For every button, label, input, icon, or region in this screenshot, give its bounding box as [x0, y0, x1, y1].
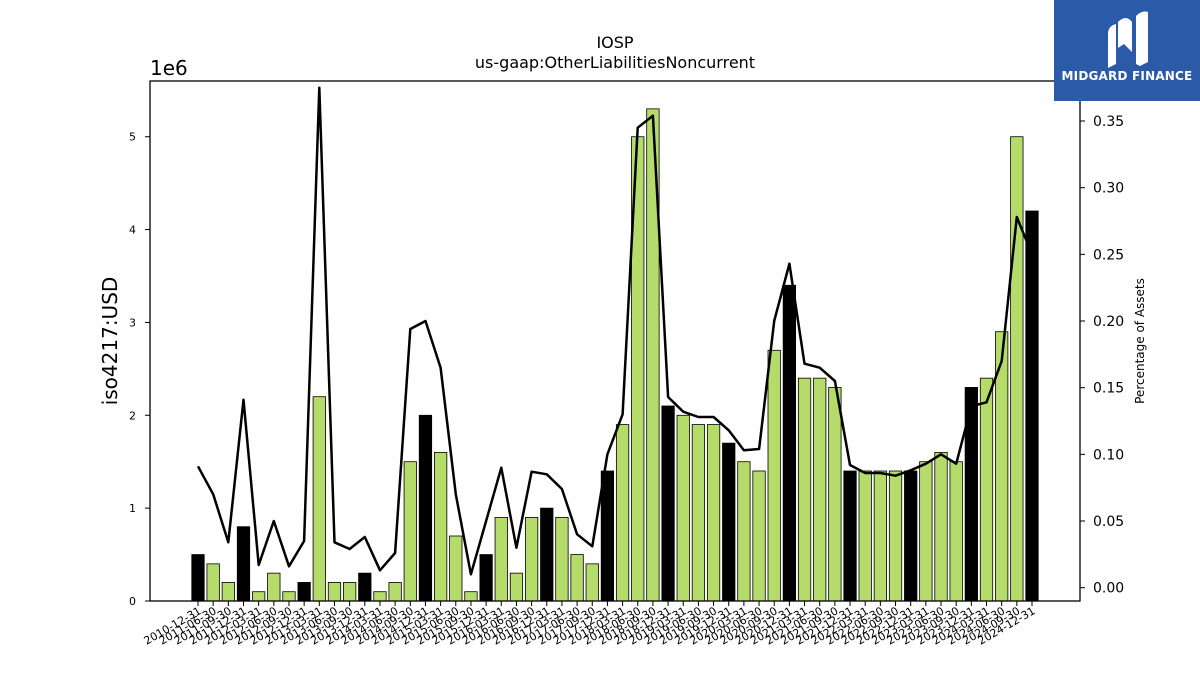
- y-tick-label: 2: [129, 409, 136, 422]
- y-tick-label: 0: [129, 595, 136, 608]
- bar: [282, 591, 296, 602]
- chart-subtitle: us-gaap:OtherLiabilitiesNoncurrent: [474, 53, 756, 72]
- bar: [722, 442, 736, 602]
- y-tick-label: 5: [129, 131, 136, 144]
- bar: [979, 377, 994, 602]
- bar: [858, 470, 872, 602]
- y-axis-left: 0 1 2 3 4 5: [129, 131, 150, 608]
- bar: [615, 424, 630, 602]
- bar: [1010, 136, 1024, 602]
- bar: [585, 563, 599, 602]
- bar: [540, 507, 554, 602]
- pct-of-assets-line: [196, 86, 1034, 576]
- y2-tick-label: 0.10: [1093, 447, 1124, 463]
- bar: [312, 396, 326, 602]
- y-axis-label: iso4217:USD: [98, 277, 122, 406]
- pct-line-layer: [196, 86, 1034, 576]
- bar: [828, 387, 842, 602]
- y-tick-label: 3: [129, 316, 136, 329]
- plot-frame: [149, 80, 1081, 602]
- bar: [236, 526, 251, 602]
- bars-layer: [191, 108, 1039, 602]
- bar: [524, 517, 539, 602]
- bar: [418, 414, 433, 602]
- y2-tick-label: 0.30: [1093, 181, 1124, 197]
- bar: [661, 405, 675, 602]
- bar: [782, 284, 796, 602]
- y2-tick-label: 0.20: [1093, 314, 1124, 330]
- bar: [434, 452, 448, 602]
- bar: [706, 424, 721, 602]
- bar: [888, 470, 903, 602]
- bar: [464, 591, 478, 602]
- bar: [327, 582, 342, 602]
- bar: [843, 470, 857, 602]
- bar: [919, 461, 933, 602]
- y2-tick-label: 0.05: [1093, 514, 1124, 530]
- bar: [949, 461, 963, 602]
- bar: [797, 377, 812, 602]
- bar: [358, 572, 372, 602]
- bar: [206, 563, 220, 602]
- bar: [373, 591, 387, 602]
- bar: [449, 535, 463, 602]
- bar: [191, 554, 205, 602]
- bar: [767, 349, 781, 602]
- y2-tick-label: 0.25: [1093, 247, 1124, 263]
- y2-axis-label: Percentage of Assets: [1133, 278, 1147, 404]
- bar: [904, 470, 918, 602]
- y2-tick-label: 0.00: [1093, 581, 1124, 597]
- company-logo: MIDGARD FINANCE: [1054, 0, 1200, 101]
- bar: [737, 461, 751, 602]
- bar: [873, 470, 887, 602]
- bar: [221, 582, 235, 602]
- bar: [343, 582, 357, 602]
- bar: [934, 452, 948, 602]
- bar: [813, 377, 827, 602]
- bar: [388, 582, 402, 602]
- chart-title: IOSP: [596, 33, 634, 52]
- bar: [1025, 210, 1039, 602]
- y-multiplier-label: 1e6: [150, 56, 188, 80]
- bar: [479, 554, 493, 602]
- y2-tick-label: 0.35: [1093, 114, 1124, 130]
- bar: [555, 517, 569, 602]
- bar: [570, 554, 584, 602]
- bar: [403, 461, 417, 602]
- bar: [494, 517, 508, 602]
- y2-tick-label: 0.15: [1093, 381, 1124, 397]
- bar: [297, 582, 311, 602]
- bar: [252, 591, 266, 602]
- y-axis-right: 0.00 0.05 0.10 0.15 0.20 0.25 0.30 0.35: [1080, 114, 1124, 597]
- x-axis: 2010-12-312011-06-302011-09-302011-12-31…: [142, 601, 1038, 648]
- y-tick-label: 4: [129, 224, 136, 237]
- bar: [752, 470, 766, 602]
- bar: [676, 414, 690, 602]
- midgard-logo-icon: [1108, 11, 1148, 68]
- bar: [691, 424, 706, 602]
- bar: [267, 572, 281, 602]
- bar: [600, 470, 615, 602]
- y-tick-label: 1: [129, 502, 136, 515]
- bar: [509, 572, 524, 602]
- logo-text: MIDGARD FINANCE: [1061, 69, 1193, 83]
